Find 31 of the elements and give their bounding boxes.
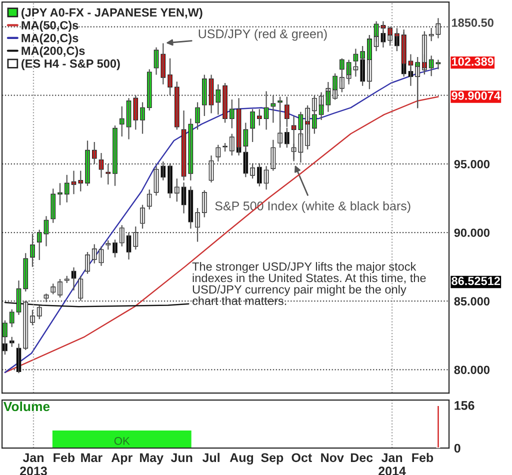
chart-title: Volume [3,401,50,412]
x-tick-label: Feb [54,452,75,462]
annotation: The stronger USD/JPY lifts the major stock indexes in the United States. At this time, the USD/JPY currency pair might be the only chart that matters. [192,262,426,306]
annotation: 1850.50 [452,18,494,27]
annotation: 99.90074 [452,92,500,100]
legend-label: MA(200,C)s [22,46,85,58]
x-tick-label: Aug [230,453,254,465]
x-tick-label: Mar [81,453,102,462]
legend-label: MA(20,C)s [22,34,78,45]
y-tick-label: 80.000 [454,366,490,374]
y-tick-label: 156 [454,401,474,410]
legend-label: (JPY A0-FX - JAPANESE YEN,W) [22,8,202,19]
x-tick-label: Apr [111,453,132,465]
y-tick-label: 0 [454,444,460,453]
annotation: USD/JPY (red & green) [198,29,327,41]
y-tick-label: 95.000 [454,160,490,168]
y-tick-label: 90.000 [454,228,490,237]
x-tick-label: May [140,453,164,465]
band-label: OK [114,436,130,445]
x-tick-label: Nov [321,453,344,462]
annotation: 102.389 [452,57,494,66]
text: 86.52512 [452,276,500,286]
text: (ES H4 - S&P 500) [22,59,120,70]
x-tick-label: Dec [350,453,373,462]
x-tick-label: Jul [202,452,220,462]
x-tick-label: Feb [412,452,434,462]
x-tick-label: Sep [261,453,284,465]
legend-label: MA(50,C)s [22,20,78,32]
x-tick-label: Oct [292,453,312,462]
y-tick-label: 85.000 [454,297,490,306]
x-tick-label: Jun [170,453,192,462]
